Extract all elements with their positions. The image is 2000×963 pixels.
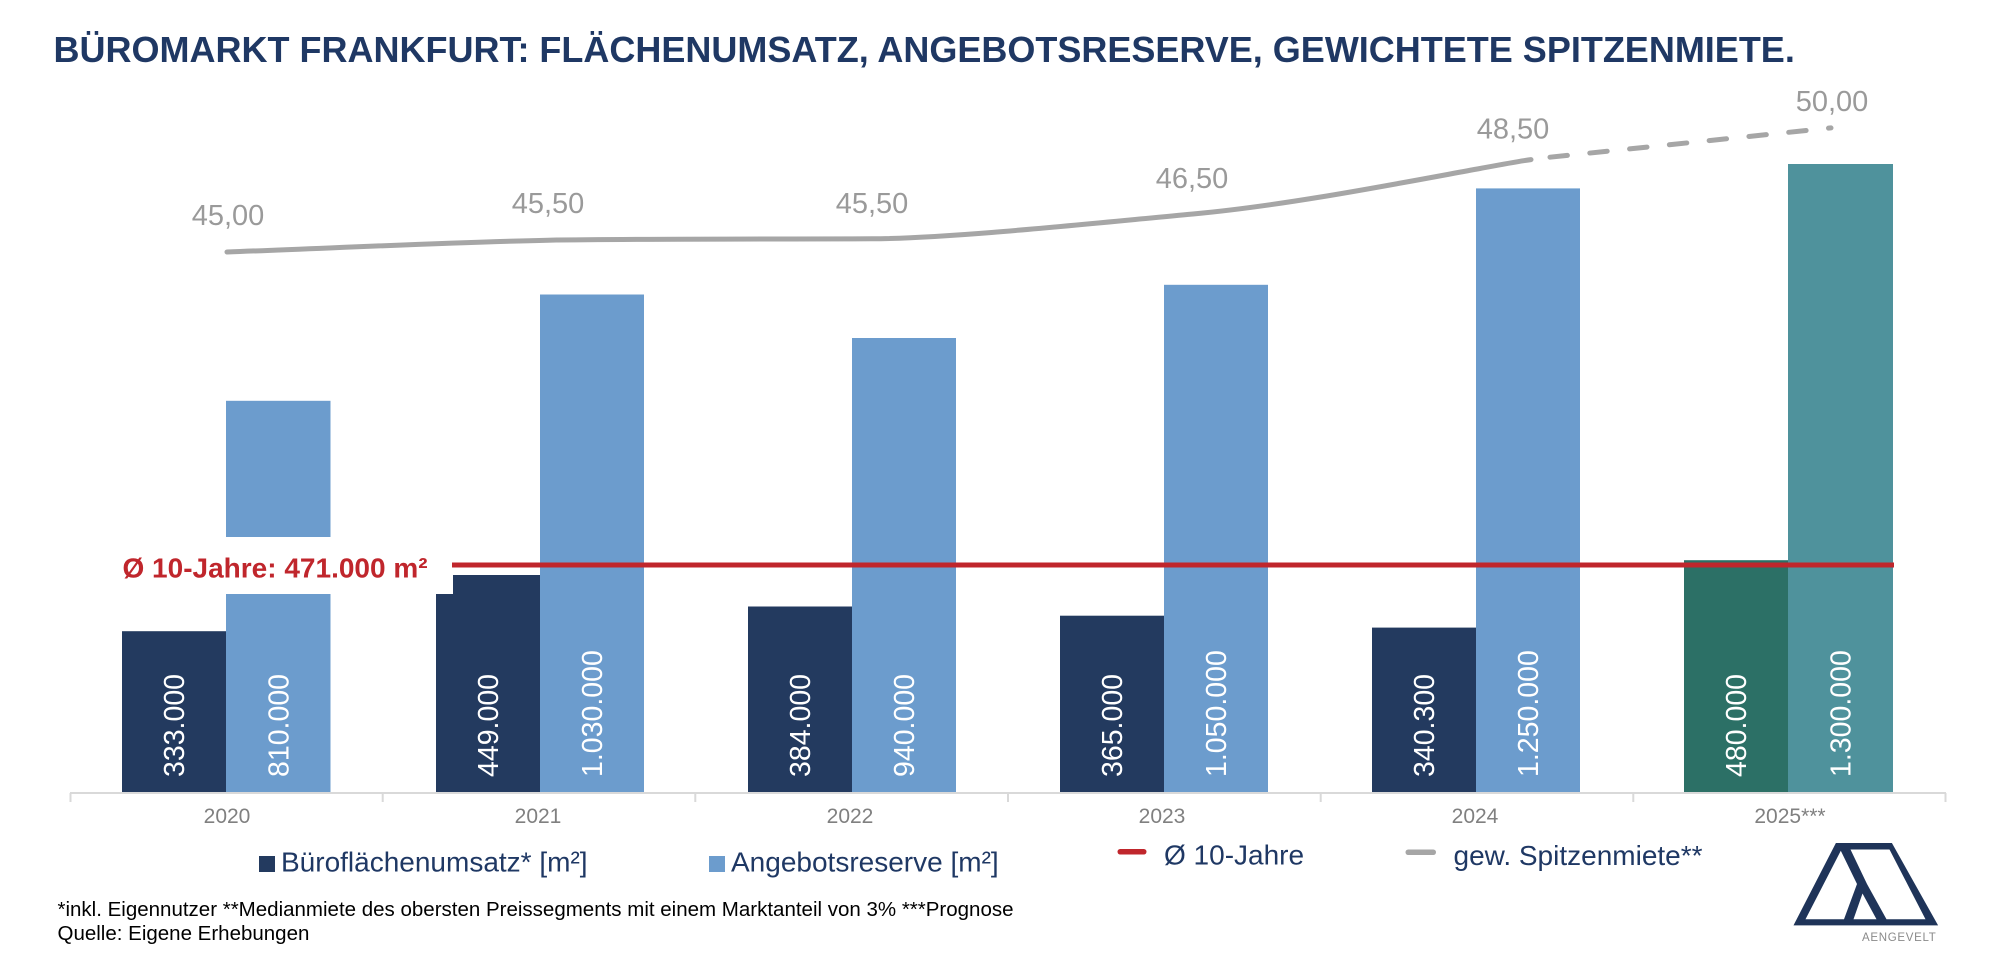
svg-text:*inkl. Eigennutzer **Medianmie: *inkl. Eigennutzer **Medianmiete des obe… <box>58 898 1014 921</box>
svg-text:333.000: 333.000 <box>159 674 191 777</box>
svg-text:1.300.000: 1.300.000 <box>1826 650 1858 777</box>
svg-text:Ø 10-Jahre: 471.000 m²: Ø 10-Jahre: 471.000 m² <box>123 553 428 584</box>
svg-text:365.000: 365.000 <box>1097 674 1129 777</box>
svg-text:45,00: 45,00 <box>192 200 265 232</box>
svg-text:2020: 2020 <box>204 805 251 828</box>
svg-text:45,50: 45,50 <box>512 188 585 220</box>
svg-text:1.030.000: 1.030.000 <box>577 650 609 777</box>
svg-text:BÜROMARKT FRANKFURT: FLÄCHENUM: BÜROMARKT FRANKFURT: FLÄCHENUMSATZ, ANGE… <box>54 29 1795 70</box>
svg-text:1.050.000: 1.050.000 <box>1201 650 1233 777</box>
svg-text:Quelle: Eigene Erhebungen: Quelle: Eigene Erhebungen <box>58 922 310 945</box>
svg-text:gew. Spitzenmiete**: gew. Spitzenmiete** <box>1454 840 1703 871</box>
svg-text:384.000: 384.000 <box>785 674 817 777</box>
svg-text:810.000: 810.000 <box>264 674 296 777</box>
svg-text:48,50: 48,50 <box>1477 114 1550 146</box>
svg-text:Büroflächenumsatz* [m²]: Büroflächenumsatz* [m²] <box>281 846 588 877</box>
svg-text:2024: 2024 <box>1452 805 1499 828</box>
svg-text:2021: 2021 <box>515 805 562 828</box>
svg-text:Angebotsreserve [m²]: Angebotsreserve [m²] <box>731 846 999 877</box>
svg-text:50,00: 50,00 <box>1796 86 1869 118</box>
svg-text:46,50: 46,50 <box>1156 163 1229 195</box>
svg-text:340.300: 340.300 <box>1409 674 1441 777</box>
svg-text:2023: 2023 <box>1139 805 1186 828</box>
svg-text:2025***: 2025*** <box>1754 805 1825 828</box>
svg-text:Ø 10-Jahre: Ø 10-Jahre <box>1164 840 1304 871</box>
svg-text:1.250.000: 1.250.000 <box>1513 650 1545 777</box>
svg-text:480.000: 480.000 <box>1721 674 1753 777</box>
svg-text:449.000: 449.000 <box>473 674 505 777</box>
svg-text:2022: 2022 <box>827 805 874 828</box>
svg-text:AENGEVELT: AENGEVELT <box>1862 932 1936 944</box>
svg-text:45,50: 45,50 <box>836 188 909 220</box>
svg-text:940.000: 940.000 <box>889 674 921 777</box>
